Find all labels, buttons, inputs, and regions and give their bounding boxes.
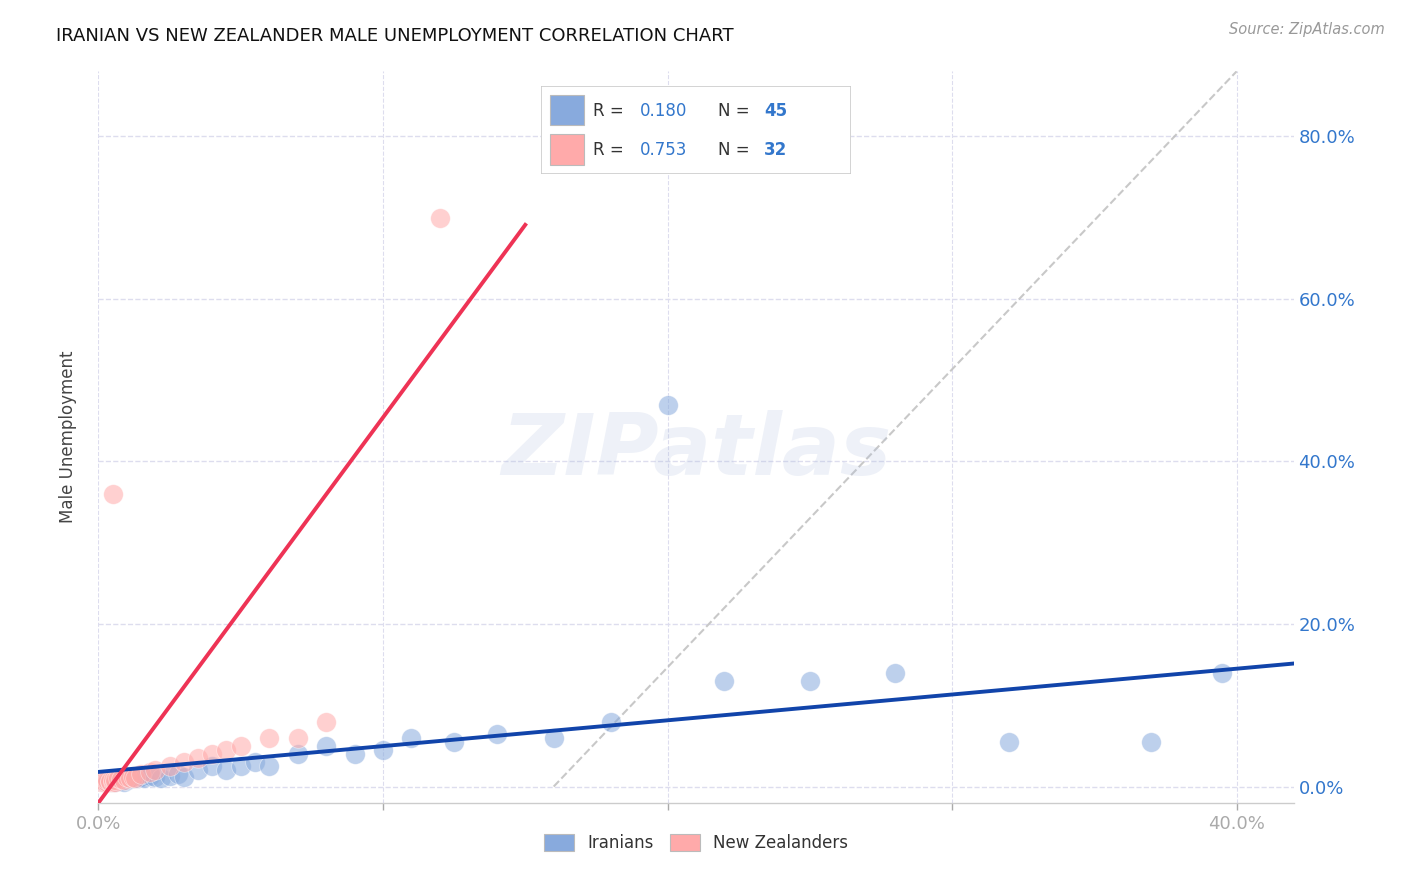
Point (101, 772, 124, 787)
Point (215, 764, 238, 778)
Point (104, 775, 127, 789)
Point (143, 770, 166, 784)
Point (118, 772, 141, 786)
Point (93, 774, 115, 789)
Point (98, 774, 121, 789)
Point (429, 211, 451, 225)
Text: ZIPatlas: ZIPatlas (501, 410, 891, 493)
Point (129, 767, 152, 781)
Point (96, 772, 118, 787)
Point (343, 747, 366, 761)
Point (90, 775, 112, 789)
Point (187, 764, 209, 778)
Point (93, 773, 115, 788)
Point (110, 772, 132, 787)
Legend: Iranians, New Zealanders: Iranians, New Zealanders (536, 825, 856, 860)
Point (107, 772, 129, 786)
Point (101, 773, 124, 788)
Point (485, 727, 508, 741)
Point (101, 487, 124, 501)
Point (243, 755, 266, 769)
Point (1211, 665, 1233, 680)
Point (599, 714, 621, 729)
Point (998, 735, 1021, 749)
Point (101, 774, 124, 789)
Point (112, 774, 135, 789)
Point (713, 673, 735, 688)
Point (257, 759, 280, 773)
Point (159, 759, 181, 773)
Point (138, 769, 160, 783)
Point (115, 770, 138, 784)
Point (287, 747, 309, 761)
Point (201, 747, 224, 761)
Text: IRANIAN VS NEW ZEALANDER MALE UNEMPLOYMENT CORRELATION CHART: IRANIAN VS NEW ZEALANDER MALE UNEMPLOYME… (56, 27, 734, 45)
Point (159, 769, 181, 783)
Point (118, 772, 141, 787)
Point (115, 772, 138, 787)
Point (884, 665, 907, 680)
Point (201, 759, 224, 773)
Point (543, 731, 565, 745)
Point (229, 759, 252, 773)
Point (1140, 735, 1163, 749)
Point (443, 735, 465, 749)
Point (138, 764, 160, 779)
Point (315, 739, 337, 753)
Point (173, 755, 195, 769)
Point (98, 773, 121, 788)
Point (121, 772, 143, 786)
Point (101, 774, 124, 789)
Point (98, 774, 121, 789)
Point (115, 772, 138, 786)
Point (150, 771, 173, 785)
Point (127, 772, 149, 786)
Y-axis label: Male Unemployment: Male Unemployment (59, 351, 77, 524)
Point (132, 772, 155, 786)
Point (143, 764, 166, 778)
Point (657, 398, 679, 412)
Point (110, 773, 132, 788)
Text: Source: ZipAtlas.com: Source: ZipAtlas.com (1229, 22, 1385, 37)
Point (96, 775, 118, 789)
Point (112, 772, 135, 787)
Point (315, 714, 337, 729)
Point (129, 770, 152, 784)
Point (257, 731, 280, 745)
Point (167, 767, 190, 781)
Point (93, 775, 115, 789)
Point (371, 743, 394, 757)
Point (287, 731, 309, 745)
Point (96, 775, 118, 789)
Point (121, 770, 143, 784)
Point (173, 770, 195, 784)
Point (124, 771, 146, 785)
Point (104, 772, 127, 787)
Point (229, 739, 252, 753)
Point (104, 775, 127, 789)
Point (187, 751, 209, 765)
Point (215, 743, 238, 757)
Point (124, 771, 146, 785)
Point (799, 673, 821, 688)
Point (401, 731, 423, 745)
Point (107, 772, 129, 787)
